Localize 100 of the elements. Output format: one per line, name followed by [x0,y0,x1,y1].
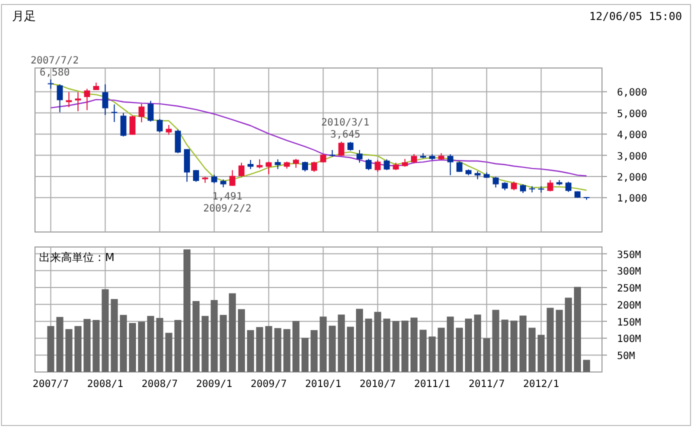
candlestick [193,170,200,182]
bar [510,320,518,372]
bar [265,326,272,372]
bar [410,318,418,372]
bar [446,316,454,372]
candlestick [456,161,462,172]
x-tick-label: 2007/7 [32,379,69,390]
y-tick-label: 100M [617,334,642,346]
candlestick [174,129,181,154]
candlestick [84,88,90,111]
bar [456,328,463,372]
x-tick-label: 2011/7 [468,379,505,390]
candlestick [248,159,254,170]
bar [338,314,345,372]
bar [228,293,236,372]
bar [538,334,545,372]
candlestick [48,78,54,90]
bar [356,308,364,372]
candlestick [184,148,190,182]
y-tick-label: 200M [617,300,642,312]
bar [420,330,427,372]
bar [110,299,118,372]
annotation: 2009/2/2 [203,203,252,214]
bar [401,320,408,372]
candlestick [338,141,344,156]
bar [392,320,400,372]
y-tick-label: 5,000 [617,108,648,120]
bar [483,338,490,372]
bar [438,328,445,372]
candlestick [166,124,172,136]
bar [56,316,64,372]
annotation: 6,580 [40,67,70,78]
candlestick [411,154,418,164]
bar [138,322,146,372]
bar [474,314,482,372]
y-tick-label: 6,000 [617,88,648,99]
chart-title: 月足 [12,9,36,23]
candlestick [74,92,81,112]
bar [283,329,290,372]
bar [192,301,200,372]
candlestick [156,118,163,133]
candlestick [447,154,454,176]
candlestick [56,84,63,113]
candlestick [229,170,236,186]
annotation: 2007/7/2 [30,55,79,66]
bar [65,329,72,372]
y-tick-label: 3,000 [617,151,648,162]
y-tick-label: 300M [617,266,642,278]
candlestick [356,150,363,164]
annotation: 2010/3/1 [321,118,370,129]
annotation: 3,645 [330,130,360,141]
x-tick-label: 2009/7 [250,379,287,390]
bar [383,318,390,372]
bar [147,316,154,372]
bar [102,289,109,372]
candlestick [366,158,372,171]
bar [374,312,382,372]
bar [220,314,227,372]
bar [574,286,581,372]
bar [465,318,472,372]
bar [564,298,572,372]
y-tick-label: 250M [617,284,642,295]
candlestick [129,115,136,136]
annotation: 1,491 [212,191,242,202]
bar [238,309,245,372]
text: 12/06/05 15:00 [589,10,682,23]
candlestick [492,176,499,188]
bar [210,300,218,372]
bar [274,328,282,372]
candlestick [138,103,145,123]
bar [519,316,526,372]
candlestick [302,161,308,172]
bar [556,310,563,372]
bar [320,316,327,372]
bar [328,326,336,372]
candlestick [238,162,244,178]
bar [546,308,554,372]
y-tick-label: 4,000 [617,130,648,142]
candlestick [565,181,572,192]
x-tick-label: 2012/1 [523,379,560,390]
x-tick-label: 2010/1 [305,379,342,390]
x-tick-label: 2008/7 [142,379,178,390]
bar [256,327,264,372]
candlestick [384,158,390,171]
bar [346,326,354,372]
candlestick [547,180,554,192]
x-tick-label: 2008/1 [87,379,124,390]
bar [247,330,254,372]
bar [528,328,536,372]
bar [74,326,82,372]
candlestick [111,104,118,123]
bar [428,336,436,372]
line-series [50,98,588,176]
bar [84,318,91,372]
bar [302,338,309,372]
candlestick [66,92,72,108]
candlestick [120,112,126,137]
candlestick [311,161,318,172]
bar [583,360,590,372]
bar [183,249,190,372]
